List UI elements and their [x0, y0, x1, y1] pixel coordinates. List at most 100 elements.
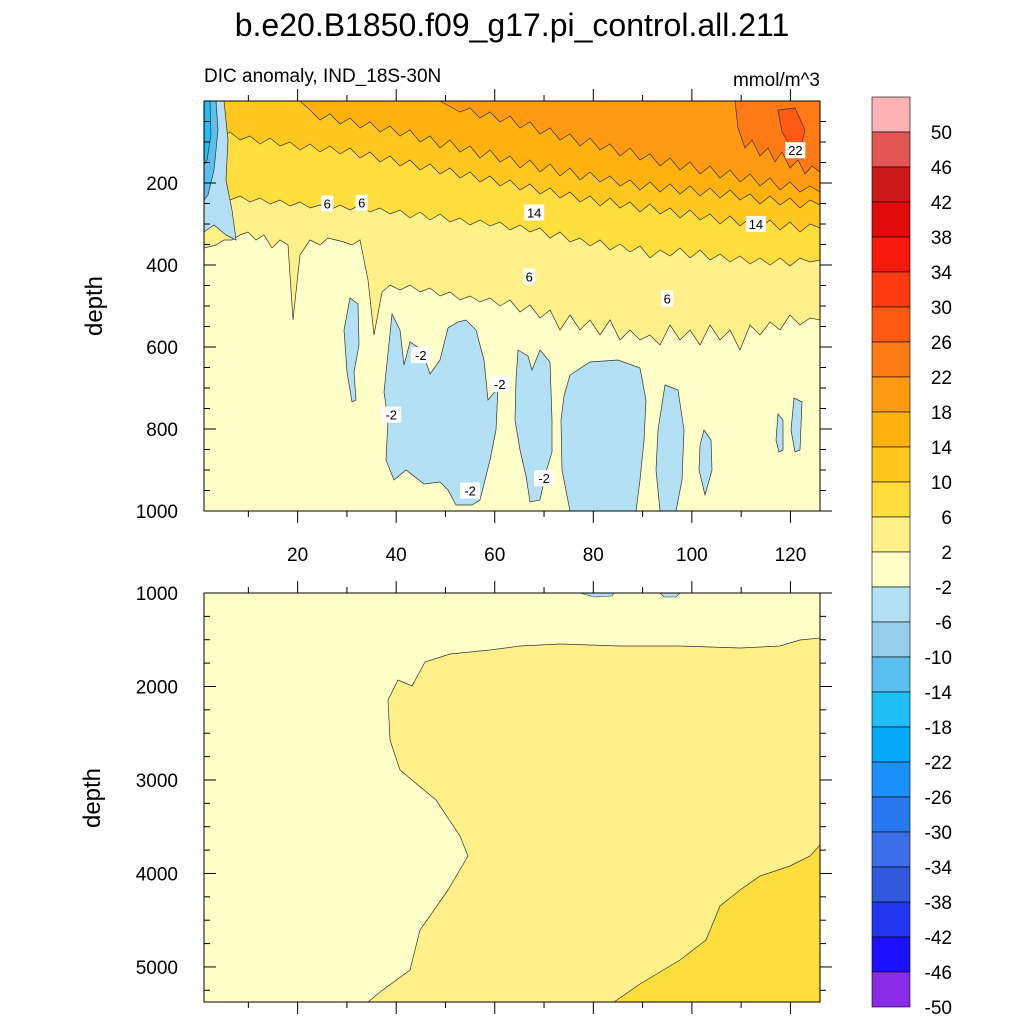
contour-label-box — [355, 194, 368, 211]
colorbar-label: 6 — [941, 508, 952, 529]
colorbar-label: 38 — [931, 228, 952, 249]
colorbar-label: -2 — [935, 578, 952, 599]
colorbar-label: 30 — [931, 298, 952, 319]
contour-label: 6 — [324, 197, 331, 212]
colorbar-swatch — [871, 446, 911, 483]
colorbar-swatch — [871, 621, 911, 658]
upper-ylabel: depth — [81, 276, 108, 336]
colorbar-label: 34 — [931, 263, 953, 284]
contour-label: -2 — [464, 484, 476, 499]
x-tick-label: 100 — [676, 545, 708, 566]
contour-label: 6 — [358, 196, 365, 211]
contour-fill-neg-blob-1 — [343, 297, 360, 403]
colorbar-label: 26 — [931, 333, 952, 354]
colorbar-label: 10 — [931, 473, 952, 494]
colorbar-swatch — [871, 201, 911, 238]
contour-label: 22 — [788, 143, 802, 158]
colorbar-swatch — [871, 516, 911, 553]
colorbar-label: -6 — [935, 613, 952, 634]
x-tick-label: 60 — [484, 545, 505, 566]
contour-label: -2 — [538, 471, 550, 486]
y-tick-label: 3000 — [136, 771, 178, 792]
colorbar-swatch — [871, 376, 911, 413]
lower-panel: depth 1000 2000 3000 4000 5000 — [79, 581, 832, 1014]
colorbar-swatch — [871, 586, 911, 623]
subtitle-units: mmol/m^3 — [733, 70, 820, 91]
contour-label: 6 — [664, 292, 671, 307]
colorbar-swatch — [871, 796, 911, 833]
contour-label: 6 — [526, 269, 533, 284]
colorbar-label: -14 — [925, 683, 953, 704]
contour-label-box — [534, 470, 555, 487]
colorbar-swatch — [871, 131, 911, 168]
contour-label-box — [321, 195, 334, 212]
colorbar-label: -38 — [925, 893, 952, 914]
colorbar-swatch — [871, 166, 911, 203]
colorbar-label: -34 — [925, 858, 953, 879]
lower-ylabel: depth — [79, 768, 106, 828]
colorbar-label: -26 — [925, 788, 952, 809]
lower-axis-ticks: 1000 2000 3000 4000 5000 — [136, 581, 832, 1014]
y-tick-label: 1000 — [136, 584, 178, 605]
colorbar-label: -46 — [925, 963, 952, 984]
y-tick-label: 1000 — [136, 502, 178, 523]
colorbar-swatch — [871, 936, 911, 973]
contour-label-box — [524, 204, 545, 221]
contour-fill-neg-blob-6 — [698, 429, 713, 497]
y-tick-label: 4000 — [136, 864, 178, 885]
colorbar-label: 50 — [931, 123, 952, 144]
contour-label-box — [489, 375, 510, 392]
upper-axis-ticks: 200 400 600 800 1000 20 40 60 80 100 120 — [136, 89, 832, 566]
contour-fill-lower-neg-2 — [659, 592, 681, 598]
colorbar-label: 22 — [931, 368, 952, 389]
subtitle-left: DIC anomaly, IND_18S-30N — [204, 66, 441, 87]
colorbar-swatch — [871, 306, 911, 343]
y-tick-label: 5000 — [136, 958, 178, 979]
y-tick-label: 600 — [146, 338, 178, 359]
x-tick-label: 80 — [583, 545, 604, 566]
colorbar-swatch — [871, 656, 911, 693]
x-tick-label: 40 — [386, 545, 407, 566]
colorbar-swatch — [871, 551, 911, 588]
upper-panel: depth 200 400 600 800 1000 20 40 60 80 100 120 6 6 1… — [81, 89, 832, 566]
colorbar-label: -42 — [925, 928, 952, 949]
contour-fill-neg-blob-8 — [790, 397, 803, 453]
colorbar-label: -10 — [925, 648, 952, 669]
colorbar-swatch — [871, 96, 911, 133]
x-tick-label: 20 — [287, 545, 308, 566]
colorbar-swatch — [871, 341, 911, 378]
colorbar-swatch — [871, 236, 911, 273]
contour-fill-lower-2-6 — [367, 637, 821, 1003]
contour-label-box — [661, 290, 674, 307]
y-tick-label: 800 — [146, 420, 178, 441]
colorbar-swatch — [871, 866, 911, 903]
contour-label-box — [410, 347, 431, 364]
contour-label-box — [381, 406, 402, 423]
colorbar-swatch — [871, 831, 911, 868]
colorbar-swatch — [871, 271, 911, 308]
colorbar-swatch — [871, 691, 911, 728]
colorbar-label: -22 — [925, 753, 952, 774]
contour-fill-18-22 — [439, 100, 821, 193]
colorbar-swatch — [871, 481, 911, 518]
contour-label: -2 — [385, 408, 397, 423]
colorbar-swatch — [871, 971, 911, 1008]
colorbar-label: 42 — [931, 193, 952, 214]
contour-label-box — [745, 216, 766, 232]
colorbar-swatch — [871, 761, 911, 798]
contour-label: -2 — [494, 377, 506, 392]
colorbar-swatch — [871, 901, 911, 938]
contour-fill-neg-blob-7 — [775, 413, 784, 453]
contour-label: 14 — [749, 217, 763, 232]
contour-label: 14 — [527, 206, 541, 221]
colorbar: 50 46 42 38 34 30 26 22 18 14 10 6 2 -2 -6 -10 -14 -18 -22… — [871, 96, 953, 1019]
y-tick-label: 200 — [146, 174, 178, 195]
colorbar-swatch — [871, 411, 911, 448]
contour-fill-neg-blob-4 — [560, 359, 647, 512]
colorbar-label: 14 — [931, 438, 953, 459]
contour-label-box — [785, 142, 806, 159]
colorbar-label: 46 — [931, 158, 952, 179]
chart-title: b.e20.B1850.f09_g17.pi_control.all.211 — [235, 7, 790, 43]
colorbar-label: 2 — [941, 543, 952, 564]
